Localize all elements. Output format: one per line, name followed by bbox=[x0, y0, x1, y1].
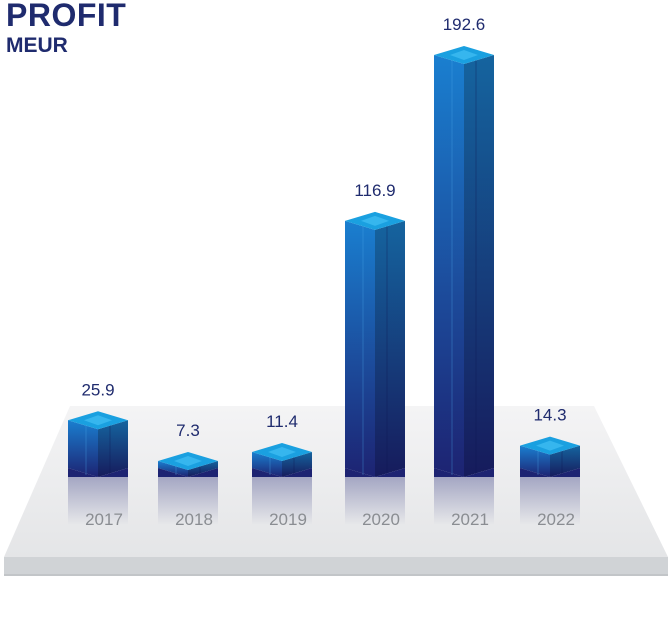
bar-top-cap-highlight bbox=[536, 440, 564, 451]
bar-reflection bbox=[252, 477, 312, 525]
bar-base bbox=[252, 468, 312, 477]
bar-reflection bbox=[434, 477, 494, 525]
bar-reflection bbox=[520, 477, 580, 525]
bar-right-face bbox=[98, 420, 128, 477]
bar-left-face bbox=[158, 461, 188, 477]
bar-right-face bbox=[188, 461, 218, 477]
bar-base bbox=[158, 468, 218, 477]
x-tick-label: 2020 bbox=[362, 510, 400, 529]
bar-left-face bbox=[68, 420, 98, 477]
bar-base bbox=[68, 468, 128, 477]
bar-value-label: 14.3 bbox=[533, 406, 566, 425]
x-tick-label: 2018 bbox=[175, 510, 213, 529]
bar-value-label: 25.9 bbox=[81, 380, 114, 399]
platform-edge-shadow bbox=[4, 574, 668, 576]
bar-top-cap-highlight bbox=[84, 415, 112, 426]
bar-value-label: 11.4 bbox=[266, 412, 298, 431]
bar-left-face bbox=[434, 55, 464, 477]
x-tick-label: 2019 bbox=[269, 510, 307, 529]
bar-right-face bbox=[464, 55, 494, 477]
bar-reflection bbox=[345, 477, 405, 525]
bar-value-label: 192.6 bbox=[443, 15, 486, 34]
bar-right-face bbox=[282, 452, 312, 477]
bar-reflection bbox=[68, 477, 128, 525]
x-tick-label: 2021 bbox=[451, 510, 489, 529]
bar-base bbox=[520, 468, 580, 477]
chart-title: PROFIT bbox=[6, 0, 127, 33]
chart-title-block: PROFIT MEUR bbox=[6, 0, 126, 58]
bar-top-cap-highlight bbox=[268, 447, 296, 458]
bar-left-face bbox=[252, 452, 282, 477]
bar-base bbox=[345, 468, 405, 477]
bar-left-face bbox=[345, 220, 375, 478]
bar-left-face bbox=[520, 445, 550, 477]
bar-base bbox=[434, 468, 494, 477]
bar-reflection bbox=[158, 477, 218, 525]
bar-value-label: 116.9 bbox=[354, 181, 395, 200]
bar-value-label: 7.3 bbox=[176, 421, 200, 440]
x-tick-label: 2017 bbox=[85, 510, 123, 529]
bar-right-face bbox=[375, 220, 405, 478]
bar-top-cap-highlight bbox=[174, 456, 202, 467]
bar-right-face bbox=[550, 445, 580, 477]
x-tick-label: 2022 bbox=[537, 510, 575, 529]
platform-edge bbox=[4, 557, 668, 574]
bars-group: 25.9 2017 7.3 2018 11.4 2019 116.9 2020 192.6 202… bbox=[68, 15, 580, 529]
chart-unit: MEUR bbox=[6, 34, 68, 57]
bar-top-cap-highlight bbox=[450, 50, 478, 60]
bar-top-cap-highlight bbox=[361, 215, 389, 226]
